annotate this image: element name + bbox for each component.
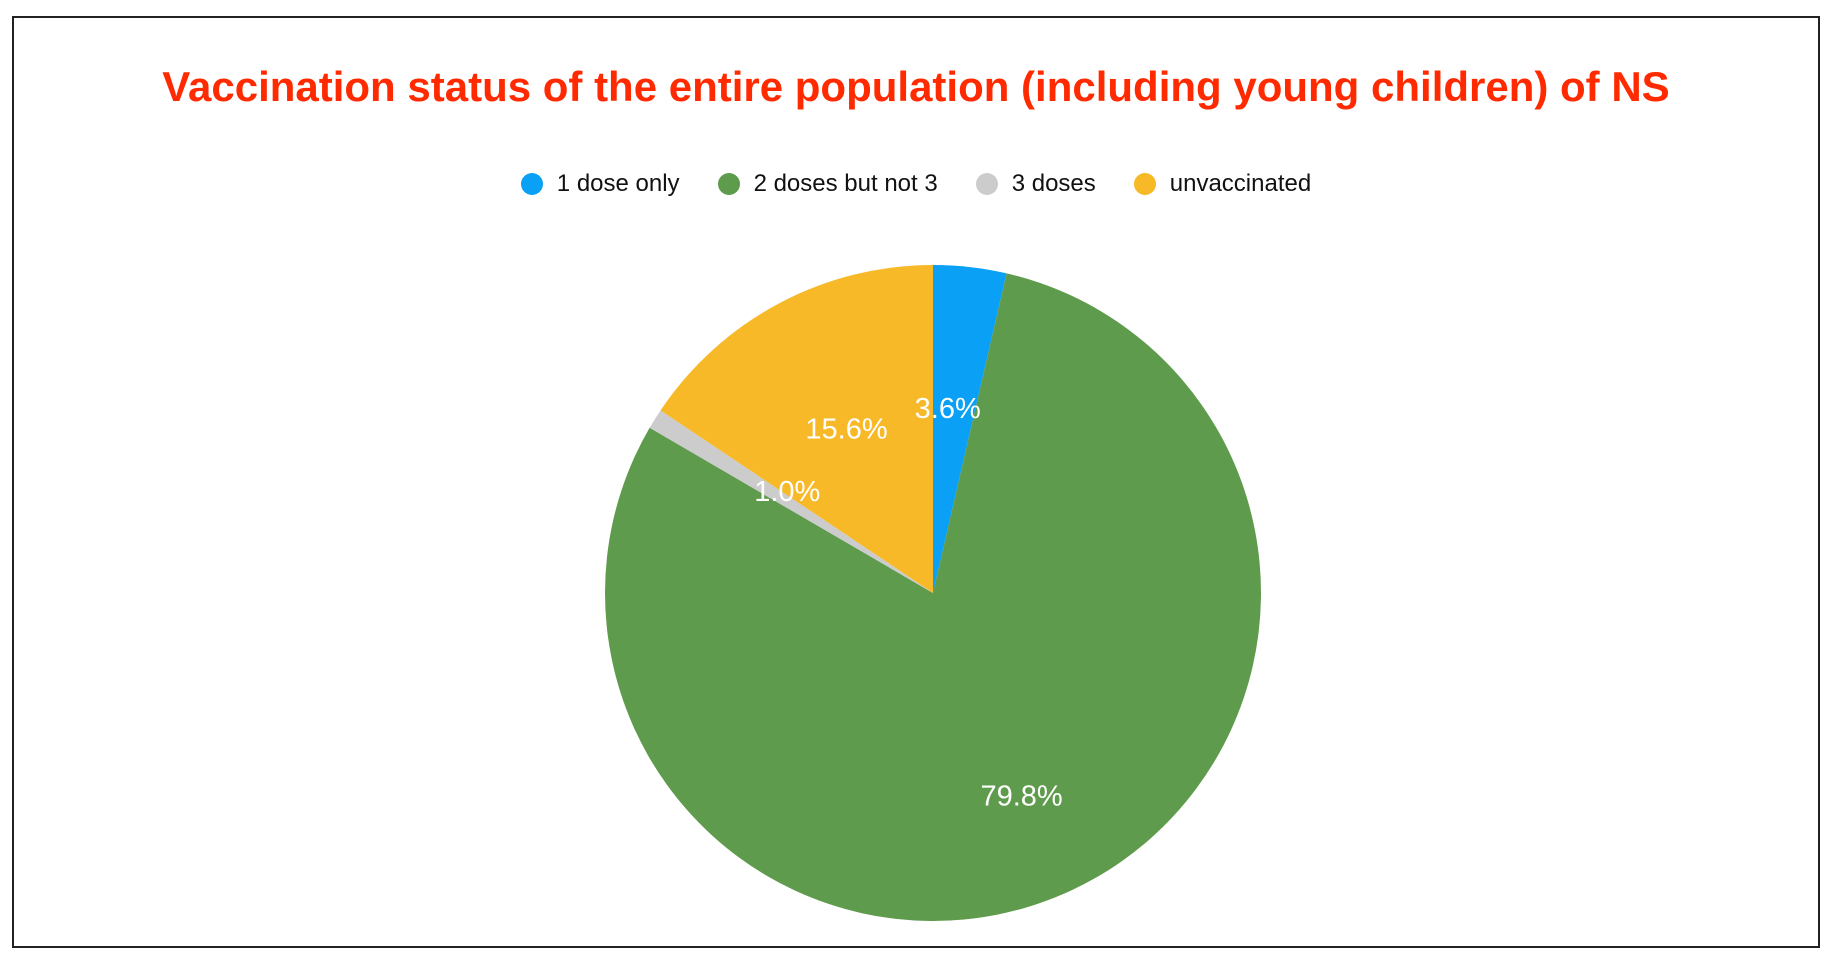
legend-item-1-dose-only[interactable]: 1 dose only <box>520 170 680 198</box>
legend-label-2-doses: 2 doses but not 3 <box>753 170 938 197</box>
legend-item-2-doses[interactable]: 2 doses but not 3 <box>717 170 938 198</box>
legend-swatch-unvaccinated <box>1133 173 1156 195</box>
legend-label-unvaccinated: unvaccinated <box>1169 170 1312 197</box>
legend-swatch-3-doses <box>975 173 998 195</box>
legend-item-unvaccinated[interactable]: unvaccinated <box>1133 170 1312 198</box>
legend-swatch-1-dose-only <box>520 173 543 195</box>
pie-slice-unvaccinated[interactable] <box>660 265 933 593</box>
chart-legend: 1 dose only 2 doses but not 3 3 doses un… <box>0 170 1832 198</box>
slice-label-unvaccinated: 15.6% <box>805 414 887 446</box>
legend-label-1-dose-only: 1 dose only <box>556 170 680 197</box>
slice-label-2-doses: 79.8% <box>980 780 1062 812</box>
legend-swatch-2-doses <box>717 173 740 195</box>
legend-item-3-doses[interactable]: 3 doses <box>975 170 1096 198</box>
chart-title: Vaccination status of the entire populat… <box>162 63 1670 110</box>
pie-slice-3-doses[interactable] <box>649 410 933 593</box>
slice-label-3-doses: 1.0% <box>754 476 820 508</box>
pie-slice-2-doses[interactable] <box>604 273 1261 921</box>
slice-label-1-dose-only: 3.6% <box>915 393 981 425</box>
pie-slice-1-dose-only[interactable] <box>933 265 1007 593</box>
legend-label-3-doses: 3 doses <box>1011 170 1096 197</box>
